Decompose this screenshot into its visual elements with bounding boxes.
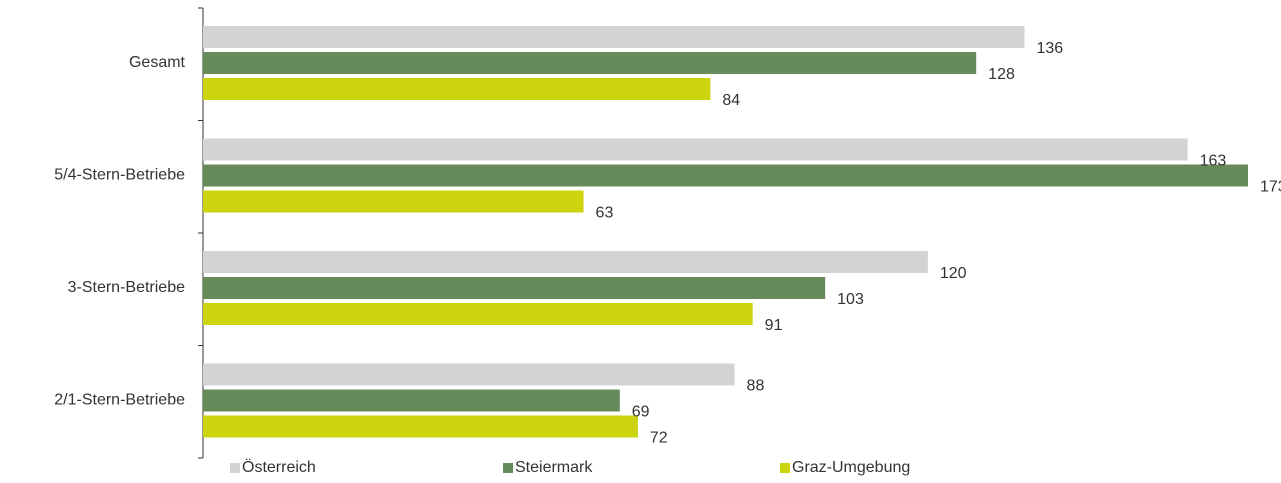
category-axis-ticks [198, 7, 203, 459]
data-label: 84 [722, 92, 740, 109]
bar-1-2 [203, 190, 584, 213]
legend-label: Graz-Umgebung [792, 459, 910, 476]
bar-0-2 [203, 78, 711, 100]
bar-1-0 [203, 138, 1188, 161]
bar-3-0 [203, 363, 735, 386]
bar-2-0 [203, 251, 928, 273]
data-label: 120 [940, 265, 967, 282]
category-label: 2/1-Stern-Betriebe [54, 392, 185, 409]
bar-2-2 [203, 303, 753, 325]
legend-label: Österreich [242, 458, 316, 476]
category-labels-group: Gesamt 5/4-Stern-Betriebe 3-Stern-Betriebe… [54, 54, 185, 409]
data-label: 72 [650, 430, 668, 447]
data-label: 88 [747, 378, 765, 395]
bar-2-1 [203, 277, 826, 299]
category-label: 5/4-Stern-Betriebe [54, 167, 185, 184]
data-label: 63 [596, 205, 614, 222]
bar-3-2 [203, 415, 638, 438]
bars-group [203, 26, 1248, 438]
bar-0-1 [203, 52, 977, 74]
data-label: 173 [1260, 179, 1281, 196]
data-label: 91 [765, 317, 783, 334]
category-label: Gesamt [129, 54, 186, 71]
data-label: 163 [1200, 153, 1227, 170]
data-label: 136 [1037, 40, 1064, 57]
bar-1-1 [203, 164, 1248, 187]
legend-swatch [503, 463, 513, 473]
data-label: 103 [837, 291, 864, 308]
data-label: 128 [988, 66, 1015, 83]
bar-3-1 [203, 389, 620, 412]
legend-swatch [230, 463, 240, 473]
legend-swatch [780, 463, 790, 473]
bar-0-0 [203, 26, 1025, 48]
data-label: 69 [632, 404, 650, 421]
legend: Österreich Steiermark Graz-Umgebung [230, 458, 910, 476]
legend-label: Steiermark [515, 459, 593, 476]
category-label: 3-Stern-Betriebe [68, 279, 185, 296]
